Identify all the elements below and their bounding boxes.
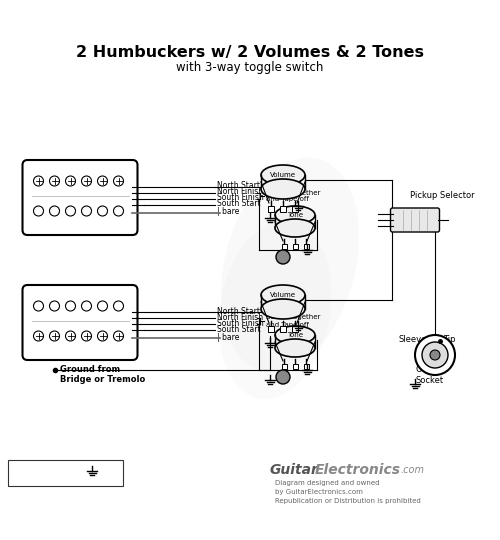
Text: Electronics: Electronics bbox=[315, 463, 401, 477]
Circle shape bbox=[50, 176, 59, 186]
Circle shape bbox=[50, 331, 59, 341]
Circle shape bbox=[98, 176, 108, 186]
Text: Volume: Volume bbox=[270, 292, 296, 298]
Text: 2 Humbuckers w/ 2 Volumes & 2 Tones: 2 Humbuckers w/ 2 Volumes & 2 Tones bbox=[76, 44, 424, 59]
Ellipse shape bbox=[261, 179, 305, 199]
Circle shape bbox=[114, 331, 124, 341]
Bar bbox=[282, 364, 286, 369]
Text: South Start: South Start bbox=[217, 325, 260, 334]
Bar bbox=[292, 326, 298, 332]
Circle shape bbox=[34, 301, 43, 311]
Text: Solder all grounds: Solder all grounds bbox=[13, 463, 90, 472]
Circle shape bbox=[430, 350, 440, 360]
Circle shape bbox=[34, 176, 43, 186]
FancyBboxPatch shape bbox=[390, 208, 440, 232]
Text: Sleeve: Sleeve bbox=[399, 335, 427, 345]
Text: Tone: Tone bbox=[287, 212, 303, 218]
Text: South Start: South Start bbox=[217, 199, 260, 208]
Text: Solder together
and Tape off: Solder together and Tape off bbox=[266, 314, 320, 327]
Text: | bare: | bare bbox=[217, 333, 240, 341]
Circle shape bbox=[34, 206, 43, 216]
Ellipse shape bbox=[275, 339, 315, 357]
Bar bbox=[304, 364, 308, 369]
Bar bbox=[268, 326, 274, 332]
Text: Solder together
and Tape off: Solder together and Tape off bbox=[266, 190, 320, 202]
Text: North Start: North Start bbox=[217, 181, 260, 191]
Circle shape bbox=[82, 331, 92, 341]
Circle shape bbox=[98, 301, 108, 311]
Circle shape bbox=[415, 335, 455, 375]
Ellipse shape bbox=[218, 221, 332, 399]
Text: Volume: Volume bbox=[270, 172, 296, 178]
Circle shape bbox=[114, 206, 124, 216]
FancyBboxPatch shape bbox=[22, 285, 138, 360]
Text: by GuitarElectronics.com: by GuitarElectronics.com bbox=[275, 489, 363, 495]
Circle shape bbox=[66, 206, 76, 216]
Ellipse shape bbox=[275, 206, 315, 224]
Circle shape bbox=[98, 206, 108, 216]
Bar bbox=[280, 326, 286, 332]
Circle shape bbox=[114, 301, 124, 311]
Bar bbox=[280, 206, 286, 212]
Bar bbox=[8, 460, 123, 486]
Text: Output
Socket: Output Socket bbox=[416, 365, 444, 384]
Circle shape bbox=[276, 250, 290, 264]
Circle shape bbox=[82, 206, 92, 216]
Circle shape bbox=[66, 331, 76, 341]
Circle shape bbox=[422, 342, 448, 368]
Ellipse shape bbox=[275, 219, 315, 237]
Bar bbox=[304, 244, 308, 249]
Circle shape bbox=[276, 370, 290, 384]
Text: Ground from
Bridge or Tremolo: Ground from Bridge or Tremolo bbox=[60, 365, 145, 384]
Text: to back of volume pot: to back of volume pot bbox=[13, 475, 105, 483]
Text: with 3-way toggle switch: with 3-way toggle switch bbox=[176, 62, 324, 75]
Circle shape bbox=[66, 301, 76, 311]
Text: North Start: North Start bbox=[217, 307, 260, 315]
Text: North Finish: North Finish bbox=[217, 313, 263, 321]
Text: | bare: | bare bbox=[217, 207, 240, 217]
Circle shape bbox=[34, 331, 43, 341]
Circle shape bbox=[82, 301, 92, 311]
Text: Tip: Tip bbox=[443, 335, 456, 345]
Text: Republication or Distribution is prohibited: Republication or Distribution is prohibi… bbox=[275, 498, 421, 504]
Circle shape bbox=[98, 331, 108, 341]
Circle shape bbox=[50, 206, 59, 216]
Ellipse shape bbox=[221, 158, 359, 373]
Bar bbox=[292, 364, 298, 369]
Ellipse shape bbox=[261, 299, 305, 319]
Text: Pickup Selector: Pickup Selector bbox=[410, 191, 474, 199]
Circle shape bbox=[114, 176, 124, 186]
Text: South Finish: South Finish bbox=[217, 319, 264, 327]
Circle shape bbox=[66, 176, 76, 186]
Ellipse shape bbox=[261, 165, 305, 185]
Bar bbox=[292, 244, 298, 249]
Circle shape bbox=[50, 301, 59, 311]
Text: Tone: Tone bbox=[287, 332, 303, 338]
Text: Diagram designed and owned: Diagram designed and owned bbox=[275, 480, 380, 486]
Circle shape bbox=[82, 176, 92, 186]
Bar bbox=[268, 206, 274, 212]
Bar bbox=[282, 244, 286, 249]
Ellipse shape bbox=[261, 285, 305, 305]
FancyBboxPatch shape bbox=[22, 160, 138, 235]
Text: Guitar: Guitar bbox=[270, 463, 319, 477]
Text: .com: .com bbox=[400, 465, 424, 475]
Ellipse shape bbox=[275, 326, 315, 344]
Text: North Finish: North Finish bbox=[217, 187, 263, 197]
Bar bbox=[292, 206, 298, 212]
Text: South Finish: South Finish bbox=[217, 193, 264, 202]
